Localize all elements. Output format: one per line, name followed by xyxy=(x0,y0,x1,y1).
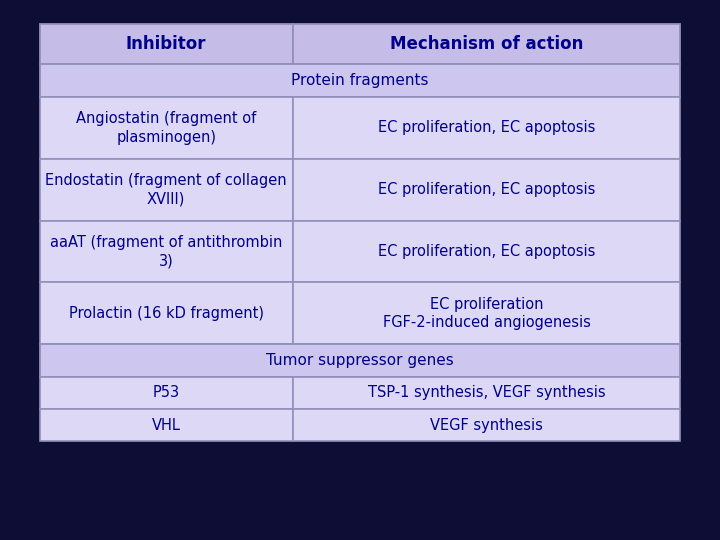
Text: Endostatin (fragment of collagen
XVIII): Endostatin (fragment of collagen XVIII) xyxy=(45,173,287,206)
Bar xyxy=(40,376,293,409)
Bar xyxy=(40,409,293,441)
Text: P53: P53 xyxy=(153,386,180,400)
Text: EC proliferation
FGF-2-induced angiogenesis: EC proliferation FGF-2-induced angiogene… xyxy=(382,296,590,330)
Bar xyxy=(293,282,680,344)
Bar xyxy=(293,97,680,159)
Text: Angiostatin (fragment of
plasminogen): Angiostatin (fragment of plasminogen) xyxy=(76,111,256,145)
Text: EC proliferation, EC apoptosis: EC proliferation, EC apoptosis xyxy=(378,182,595,197)
Bar xyxy=(40,64,680,97)
Text: Prolactin (16 kD fragment): Prolactin (16 kD fragment) xyxy=(68,306,264,321)
Bar xyxy=(40,220,293,282)
Bar xyxy=(293,409,680,441)
Bar xyxy=(40,344,680,376)
Bar xyxy=(40,159,293,220)
Bar xyxy=(293,376,680,409)
Text: VEGF synthesis: VEGF synthesis xyxy=(430,418,543,433)
Bar xyxy=(293,24,680,64)
Text: Inhibitor: Inhibitor xyxy=(126,35,207,53)
Bar xyxy=(293,220,680,282)
Text: TSP-1 synthesis, VEGF synthesis: TSP-1 synthesis, VEGF synthesis xyxy=(368,386,606,400)
Bar xyxy=(40,282,293,344)
Bar xyxy=(293,159,680,220)
Text: EC proliferation, EC apoptosis: EC proliferation, EC apoptosis xyxy=(378,244,595,259)
Bar xyxy=(40,97,293,159)
Text: Tumor suppressor genes: Tumor suppressor genes xyxy=(266,353,454,368)
Text: Mechanism of action: Mechanism of action xyxy=(390,35,583,53)
Text: Protein fragments: Protein fragments xyxy=(292,73,428,88)
Text: EC proliferation, EC apoptosis: EC proliferation, EC apoptosis xyxy=(378,120,595,135)
Text: VHL: VHL xyxy=(152,418,181,433)
Text: aaAT (fragment of antithrombin
3): aaAT (fragment of antithrombin 3) xyxy=(50,235,282,268)
Bar xyxy=(40,24,293,64)
